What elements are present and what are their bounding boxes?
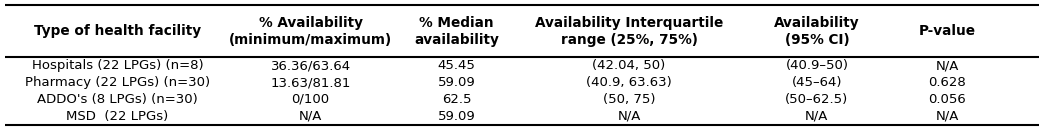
Text: 0.056: 0.056 [928,93,967,106]
Text: (50, 75): (50, 75) [602,93,656,106]
Text: (50–62.5): (50–62.5) [785,93,849,106]
Text: 59.09: 59.09 [437,76,476,89]
Text: P-value: P-value [919,24,976,38]
Text: (40.9–50): (40.9–50) [785,59,849,72]
Text: Availability
(95% CI): Availability (95% CI) [774,16,860,47]
Text: % Median
availability: % Median availability [414,16,499,47]
Text: ADDO's (8 LPGs) (n=30): ADDO's (8 LPGs) (n=30) [38,93,197,106]
Text: N/A: N/A [617,110,641,123]
Text: 0.628: 0.628 [928,76,967,89]
Text: Hospitals (22 LPGs) (n=8): Hospitals (22 LPGs) (n=8) [31,59,204,72]
Text: MSD  (22 LPGs): MSD (22 LPGs) [67,110,168,123]
Text: 13.63/81.81: 13.63/81.81 [270,76,351,89]
Text: (40.9, 63.63): (40.9, 63.63) [586,76,672,89]
Text: 59.09: 59.09 [437,110,476,123]
Text: 45.45: 45.45 [437,59,476,72]
Text: 62.5: 62.5 [442,93,472,106]
Text: % Availability
(minimum/maximum): % Availability (minimum/maximum) [229,16,393,47]
Text: 0/100: 0/100 [291,93,330,106]
Text: Availability Interquartile
range (25%, 75%): Availability Interquartile range (25%, 7… [535,16,723,47]
Text: N/A: N/A [935,110,959,123]
Text: N/A: N/A [935,59,959,72]
Text: Pharmacy (22 LPGs) (n=30): Pharmacy (22 LPGs) (n=30) [25,76,210,89]
Text: 36.36/63.64: 36.36/63.64 [270,59,351,72]
Text: (45–64): (45–64) [791,76,843,89]
Text: (42.04, 50): (42.04, 50) [592,59,666,72]
Text: N/A: N/A [805,110,829,123]
Text: N/A: N/A [299,110,323,123]
Text: Type of health facility: Type of health facility [33,24,201,38]
